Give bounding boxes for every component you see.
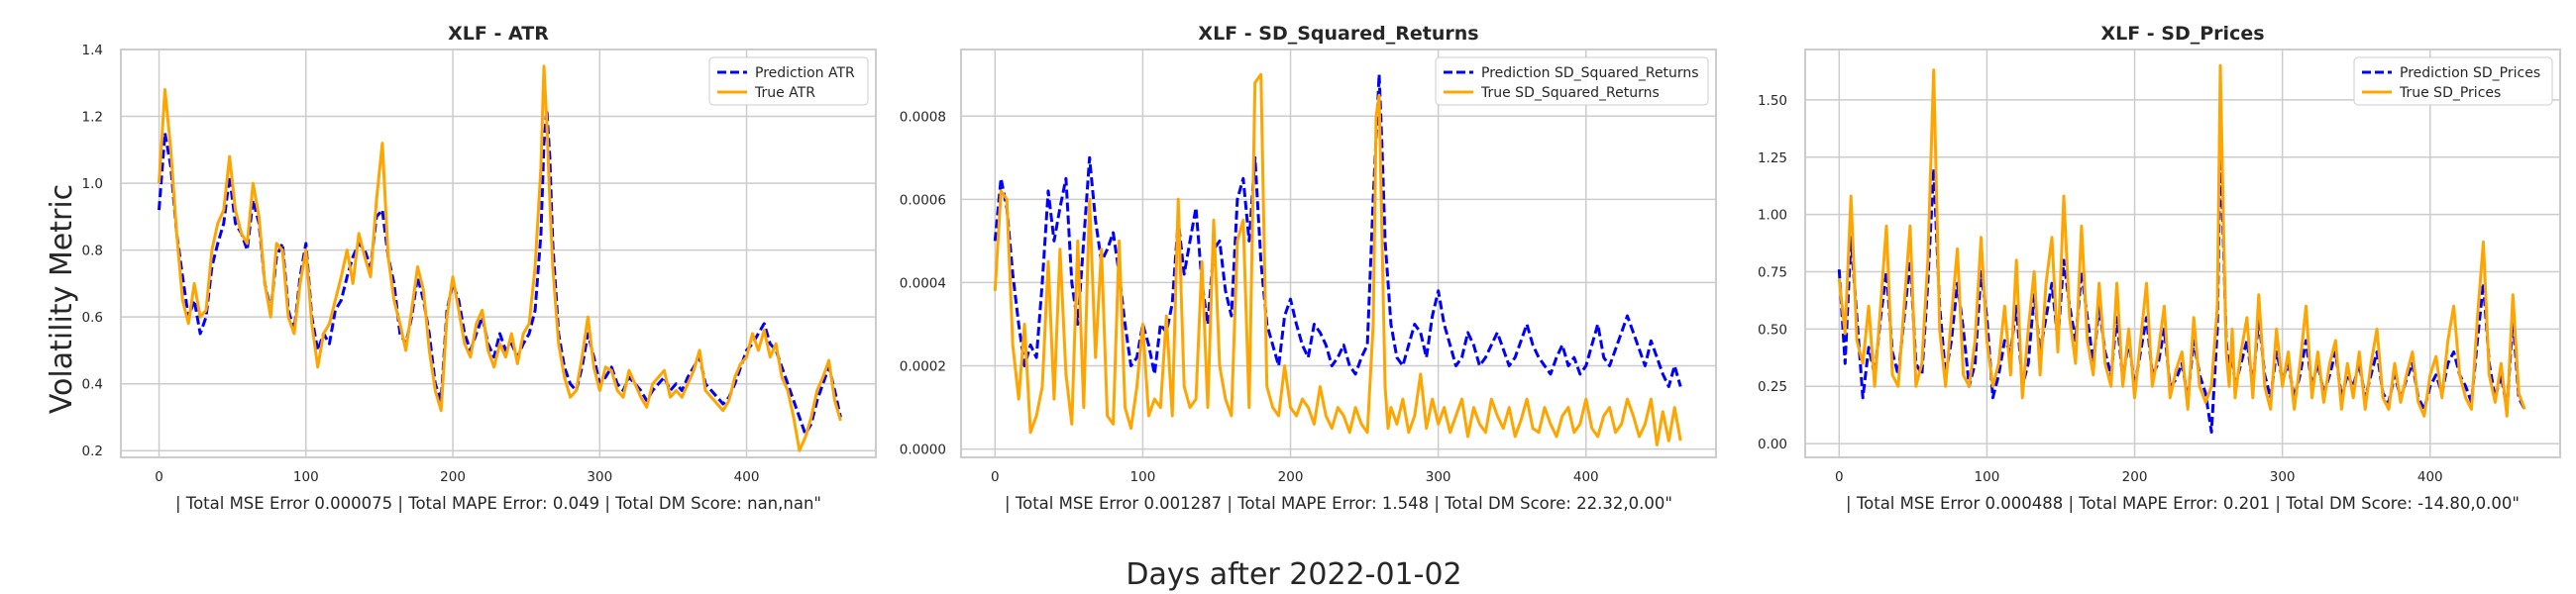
y-tick-label: 0.50 [1758, 322, 1787, 338]
legend-box [2353, 56, 2553, 106]
y-tick-label: 0.8 [82, 244, 103, 259]
x-tick-label: 200 [2122, 469, 2148, 485]
x-axis-label: | Total MSE Error 0.001287 | Total MAPE … [1005, 494, 1672, 513]
figure-xlabel: Days after 2022-01-02 [1126, 557, 1461, 592]
y-tick-label: 1.25 [1758, 150, 1787, 166]
chart-panels: 0 100 200 300 400 0.2 0.4 0.6 0.8 1.0 1.2 1.4 XLF - … [82, 23, 2561, 513]
y-tick-label: 0.0002 [900, 359, 946, 375]
y-tick-label: 0.25 [1758, 379, 1787, 395]
x-tick-label: 0 [1835, 469, 1844, 485]
plot-area [1805, 50, 2560, 457]
chart-panel-1: 0 100 200 300 400 0.2 0.4 0.6 0.8 1.0 1.2 1.4 XLF - … [82, 23, 877, 513]
x-tick-label: 200 [440, 469, 466, 485]
legend-label: True SD_Prices [2399, 85, 2501, 101]
y-tick-label: 1.4 [82, 43, 103, 58]
plot-area [961, 50, 1716, 457]
chart-panel-2: 0 100 200 300 400 0.0000 0.0002 0.0004 0.0006 0.0… [900, 23, 1717, 513]
x-tick-label: 100 [1130, 469, 1156, 485]
figure-ylabel: Volatility Metric [45, 184, 79, 414]
chart-title: XLF - ATR [448, 23, 549, 45]
legend-label: True ATR [754, 85, 815, 101]
x-tick-label: 300 [587, 469, 612, 485]
x-tick-label: 100 [1975, 469, 2000, 485]
series-line-true [158, 64, 842, 452]
legend-box [708, 56, 869, 106]
plot-area [121, 50, 876, 457]
chart-panel-3: 0 100 200 300 400 0.00 0.25 0.50 0.75 1.00 1.25 1.5… [1758, 23, 2561, 513]
x-tick-label: 400 [1573, 469, 1599, 485]
x-axis-label: | Total MSE Error 0.000075 | Total MAPE … [175, 494, 821, 513]
x-tick-label: 300 [2270, 469, 2296, 485]
y-tick-label: 0.0006 [900, 192, 946, 208]
x-tick-label: 200 [1278, 469, 1304, 485]
y-tick-label: 1.50 [1758, 93, 1787, 109]
series-line-true [1837, 63, 2526, 418]
x-tick-label: 400 [2417, 469, 2443, 485]
y-tick-label: 0.6 [82, 310, 103, 326]
x-axis-label: | Total MSE Error 0.000488 | Total MAPE … [1846, 494, 2520, 513]
legend-label: Prediction ATR [755, 65, 855, 81]
y-tick-label: 0.0008 [900, 109, 946, 125]
chart-title: XLF - SD_Squared_Returns [1198, 23, 1478, 45]
legend-label: True SD_Squared_Returns [1480, 85, 1660, 101]
x-tick-label: 0 [991, 469, 1000, 485]
plot-frame [960, 49, 1717, 458]
chart-title: XLF - SD_Prices [2100, 23, 2264, 45]
y-tick-label: 0.0000 [900, 443, 946, 458]
plot-frame [1804, 49, 2561, 458]
plot-frame [120, 49, 877, 458]
y-tick-label: 0.4 [82, 377, 103, 393]
legend-label: Prediction SD_Squared_Returns [1481, 65, 1699, 81]
y-tick-label: 1.0 [82, 176, 103, 192]
series-line-prediction [993, 72, 1682, 388]
legend-box [1435, 56, 1709, 106]
y-tick-label: 0.0004 [900, 275, 946, 291]
x-tick-label: 100 [293, 469, 319, 485]
y-tick-label: 0.2 [82, 444, 103, 459]
series-line-true [993, 72, 1682, 446]
y-tick-label: 1.2 [82, 110, 103, 126]
y-tick-label: 0.00 [1758, 437, 1787, 452]
y-tick-label: 1.00 [1758, 208, 1787, 224]
x-tick-label: 300 [1426, 469, 1451, 485]
x-tick-label: 400 [734, 469, 760, 485]
x-tick-label: 0 [155, 469, 163, 485]
legend-label: Prediction SD_Prices [2400, 65, 2540, 81]
y-tick-label: 0.75 [1758, 265, 1787, 281]
